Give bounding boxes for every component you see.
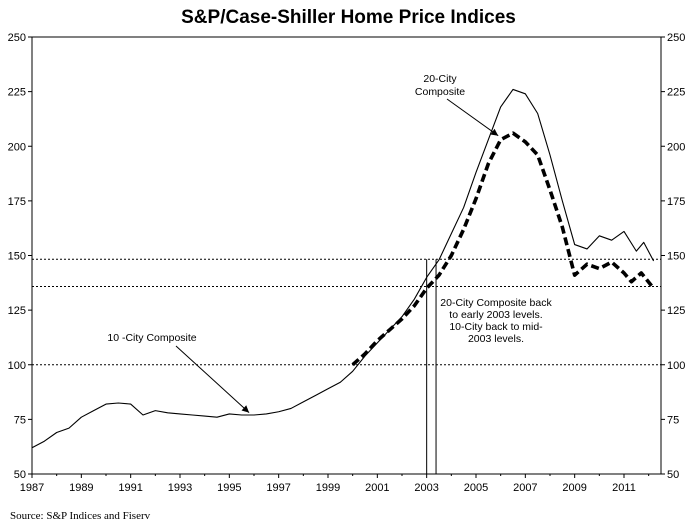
annotation-note: 10-City back to mid-	[449, 321, 543, 333]
x-tick-label: 2007	[513, 482, 537, 494]
x-tick-label: 1993	[168, 482, 192, 494]
y-tick-label-left: 125	[8, 305, 26, 317]
y-tick-label-right: 250	[667, 32, 685, 44]
y-tick-label-right: 225	[667, 87, 685, 99]
x-tick-label: 2011	[612, 482, 636, 494]
series-line-ten-city	[31, 88, 655, 449]
y-tick-label-right: 75	[667, 414, 679, 426]
annotation-arrow-ten-city-head	[241, 405, 250, 413]
x-tick-label: 1991	[118, 482, 142, 494]
y-tick-label-left: 50	[14, 469, 26, 481]
y-tick-label-right: 175	[667, 196, 685, 208]
x-tick-label: 2003	[414, 482, 438, 494]
annotation-note: 2003 levels.	[468, 333, 524, 345]
x-tick-label: 1997	[266, 482, 290, 494]
source-note: Source: S&P Indices and Fiserv	[10, 510, 151, 522]
y-tick-label-right: 150	[667, 251, 685, 263]
x-tick-label: 1987	[20, 482, 44, 494]
annotation-note: to early 2003 levels.	[449, 309, 542, 321]
x-tick-label: 1989	[69, 482, 93, 494]
y-tick-label-right: 200	[667, 141, 685, 153]
annotation-arrow-twenty-city-head	[490, 128, 499, 136]
y-tick-label-left: 75	[14, 414, 26, 426]
y-tick-label-left: 100	[8, 360, 26, 372]
y-tick-label-right: 100	[667, 360, 685, 372]
y-tick-label-left: 225	[8, 87, 26, 99]
x-tick-label: 2005	[464, 482, 488, 494]
annotation-arrow-ten-city	[175, 345, 250, 413]
y-tick-label-left: 175	[8, 196, 26, 208]
y-tick-label-right: 125	[667, 305, 685, 317]
y-tick-label-left: 150	[8, 251, 26, 263]
x-tick-label: 2001	[365, 482, 389, 494]
x-tick-label: 2009	[562, 482, 586, 494]
series-line-twenty-city	[351, 131, 656, 367]
chart-title: S&P/Case-Shiller Home Price Indices	[181, 7, 516, 28]
annotation-twenty-city: Composite	[415, 86, 465, 98]
y-tick-label-left: 200	[8, 141, 26, 153]
y-tick-label-left: 250	[8, 32, 26, 44]
annotation-arrow-twenty-city	[446, 98, 499, 137]
annotation-note: 20-City Composite back	[440, 297, 552, 309]
annotation-ten-city: 10 -City Composite	[107, 332, 196, 344]
annotation-twenty-city: 20-City	[423, 73, 457, 85]
y-tick-label-right: 50	[667, 469, 679, 481]
plot-frame	[31, 36, 662, 475]
x-tick-label: 1999	[316, 482, 340, 494]
x-tick-label: 1995	[217, 482, 241, 494]
